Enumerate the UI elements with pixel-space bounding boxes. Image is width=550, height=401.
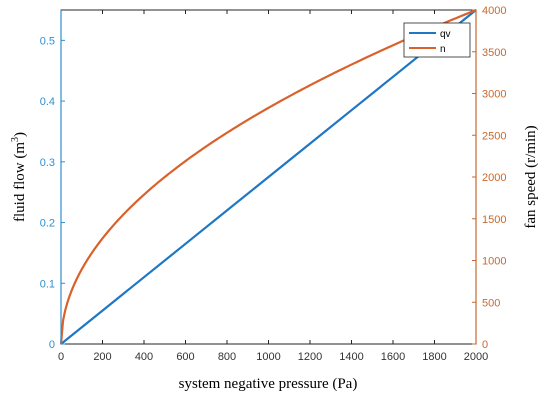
x-tick-label: 1400 (339, 351, 363, 363)
y-right-axis-ticks: 0 500 1000 1500 2000 2500 3000 3500 4000 (472, 5, 506, 351)
y-right-tick-label: 0 (482, 339, 488, 351)
y-right-tick-label: 2000 (482, 172, 506, 184)
y-left-axis-label: fluid flow (m3) (10, 132, 28, 222)
y-right-tick-label: 1000 (482, 256, 506, 268)
y-right-tick-label: 4000 (482, 5, 506, 17)
y-left-tick-label: 0.4 (40, 96, 55, 108)
y-right-tick-label: 500 (482, 297, 500, 309)
y-right-axis-label: fan speed (r/min) (523, 125, 539, 228)
y-left-axis-ticks: 0 0.1 0.2 0.3 0.4 0.5 (40, 35, 65, 351)
y-left-tick-label: 0.5 (40, 35, 55, 47)
series-line-qv (60, 9, 477, 345)
x-tick-label: 200 (93, 351, 111, 363)
y-left-tick-label: 0.1 (40, 278, 55, 290)
x-tick-label: 0 (58, 351, 64, 363)
x-tick-label: 2000 (464, 351, 488, 363)
y-left-tick-label: 0 (49, 339, 55, 351)
x-tick-label: 600 (176, 351, 194, 363)
y-left-tick-label: 0.3 (40, 157, 55, 169)
x-tick-label: 1600 (381, 351, 405, 363)
x-tick-label: 1800 (422, 351, 446, 363)
y-right-tick-label: 2500 (482, 130, 506, 142)
y-right-tick-label: 3500 (482, 47, 506, 59)
x-tick-label: 400 (135, 351, 153, 363)
x-axis-ticks: 0 200 400 600 800 1000 1200 1400 1600 1800 2000 (58, 10, 488, 363)
x-tick-label: 1000 (256, 351, 280, 363)
legend-label-qv: qv (440, 29, 451, 40)
x-tick-label: 1200 (298, 351, 322, 363)
legend: qv n (403, 22, 471, 58)
legend-label-n: n (440, 44, 446, 55)
x-tick-label: 800 (218, 351, 236, 363)
y-right-tick-label: 3000 (482, 89, 506, 101)
legend-box (403, 22, 471, 58)
y-right-tick-label: 1500 (482, 214, 506, 226)
y-left-tick-label: 0.2 (40, 218, 55, 230)
x-axis-label: system negative pressure (Pa) (179, 376, 358, 392)
